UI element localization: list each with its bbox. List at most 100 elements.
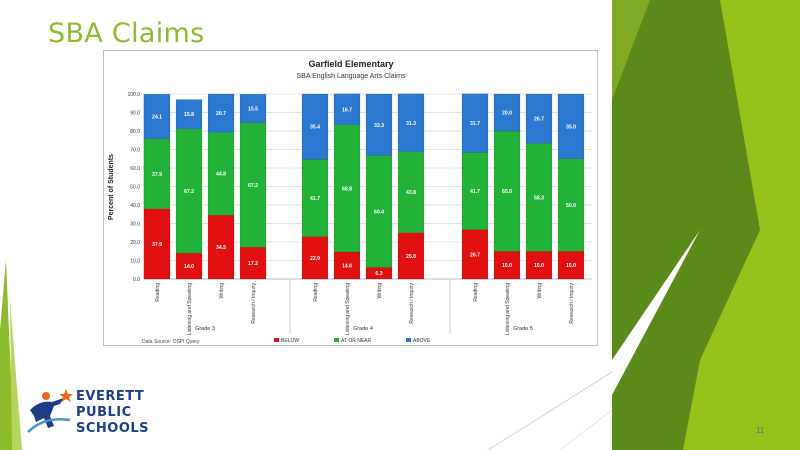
data-label: 17.2 <box>248 261 258 267</box>
bar-segment-above <box>207 93 235 133</box>
bar-segment-below <box>557 251 585 280</box>
bar-segment-at-or-near <box>461 152 489 230</box>
x-tick-label: Research / Inquiry <box>569 283 575 324</box>
deco-band-mid <box>612 0 650 100</box>
data-label: 60.4 <box>374 209 384 215</box>
data-label: 15.5 <box>248 107 258 113</box>
data-label: 31.7 <box>470 121 480 127</box>
bar-segment-at-or-near <box>333 124 361 253</box>
deco-thin-line-2 <box>559 409 613 450</box>
bar-segment-below <box>525 251 553 280</box>
legend-swatch <box>334 338 339 342</box>
y-tick-label: 100.0 <box>127 92 140 98</box>
x-tick-label: Listening and Speaking <box>187 283 193 335</box>
logo-line-1: EVERETT <box>76 389 145 404</box>
data-label: 43.8 <box>406 190 416 196</box>
logo-line-3: SCHOOLS <box>76 421 150 436</box>
deco-left-spike <box>0 260 14 450</box>
y-tick-label: 0.0 <box>133 277 140 283</box>
stacked-bar-chart: Garfield Elementary SBA English Language… <box>108 59 592 345</box>
x-tick-label: Research / Inquiry <box>409 283 415 324</box>
bar-segment-above <box>175 99 203 129</box>
data-label: 24.1 <box>152 114 162 120</box>
y-tick-label: 30.0 <box>130 222 140 228</box>
bar-segment-below <box>207 214 235 280</box>
x-tick-label: Reading <box>155 283 161 302</box>
y-tick-label: 70.0 <box>130 148 140 154</box>
bar-segment-above <box>461 93 489 153</box>
data-label: 58.3 <box>534 195 544 201</box>
bar-segment-at-or-near <box>301 159 329 237</box>
y-tick-label: 10.0 <box>130 259 140 265</box>
bar-segment-below <box>175 252 203 280</box>
legend-label: ABOVE <box>413 338 431 344</box>
bar-segment-at-or-near <box>143 138 171 210</box>
data-label: 20.7 <box>216 111 226 117</box>
bar-segment-at-or-near <box>525 143 553 252</box>
data-label: 35.0 <box>566 124 576 130</box>
y-tick-label: 80.0 <box>130 129 140 135</box>
bar-segment-above <box>301 93 329 160</box>
data-label: 22.9 <box>310 256 320 262</box>
x-tick-label: Research / Inquiry <box>251 283 257 324</box>
group-label: Grade 4 <box>353 326 373 332</box>
logo-figure-icon <box>27 389 73 433</box>
bar-segment-at-or-near <box>239 122 267 248</box>
bar-segment-below <box>397 232 425 280</box>
bar-segment-at-or-near <box>397 151 425 233</box>
x-tick-label: Writing <box>219 283 225 299</box>
bar-segment-above <box>557 93 585 159</box>
data-label: 31.3 <box>406 121 416 127</box>
data-label: 16.7 <box>342 107 352 113</box>
bar-segment-above <box>239 93 267 124</box>
data-label: 67.2 <box>248 183 258 189</box>
data-label: 44.8 <box>216 172 226 178</box>
legend-label: AT OR NEAR <box>341 338 371 344</box>
x-tick-label: Listening and Speaking <box>505 283 511 335</box>
plot-area: 0.0 10.0 20.0 30.0 40.0 50.0 60.0 70.0 80.0 90.0 1… <box>127 92 592 344</box>
y-tick-label: 40.0 <box>130 203 140 209</box>
data-label: 6.3 <box>375 271 382 277</box>
x-tick-label: Reading <box>313 283 319 302</box>
district-logo: EVERETT PUBLIC SCHOOLS <box>24 386 184 442</box>
data-label: 37.9 <box>152 172 162 178</box>
legend-swatch <box>406 338 411 342</box>
data-label: 67.2 <box>184 189 194 195</box>
deco-band-light <box>640 0 800 450</box>
deco-thin-line <box>487 371 613 450</box>
data-label: 41.7 <box>470 189 480 195</box>
x-tick-label: Listening and Speaking <box>345 283 351 335</box>
data-label: 68.8 <box>342 186 352 192</box>
data-label: 35.4 <box>310 125 320 131</box>
bar-segment-above <box>365 93 393 156</box>
data-label: 20.0 <box>502 111 512 117</box>
group-label: Grade 3 <box>195 326 215 332</box>
data-label: 41.7 <box>310 196 320 202</box>
bar-segment-above <box>397 93 425 152</box>
slide-title: SBA Claims <box>48 18 205 49</box>
chart-title: Garfield Elementary <box>308 59 393 69</box>
deco-left-spike-2 <box>10 300 22 450</box>
chart-subtitle: SBA English Language Arts Claims <box>297 73 406 80</box>
bar-segment-above <box>493 93 521 132</box>
data-label: 34.5 <box>216 245 226 251</box>
data-label: 15.0 <box>502 263 512 269</box>
bar-segment-above <box>333 93 361 125</box>
y-tick-label: 20.0 <box>130 240 140 246</box>
bar-segment-above <box>525 93 553 144</box>
bar-segment-below <box>301 236 329 280</box>
source-note: Data Source: OSPI Query <box>142 339 200 345</box>
bar-segment-below <box>333 251 361 280</box>
y-tick-label: 60.0 <box>130 166 140 172</box>
x-tick-label: Reading <box>473 283 479 302</box>
bar-segment-at-or-near <box>175 128 203 254</box>
page-number: 11 <box>756 426 765 435</box>
data-label: 65.0 <box>502 189 512 195</box>
data-label: 37.9 <box>152 242 162 248</box>
data-label: 26.7 <box>470 252 480 258</box>
y-tick-label: 90.0 <box>130 111 140 117</box>
x-tick-label: Writing <box>377 283 383 299</box>
logo-line-2: PUBLIC <box>76 405 132 420</box>
bar-segment-above <box>143 93 171 139</box>
